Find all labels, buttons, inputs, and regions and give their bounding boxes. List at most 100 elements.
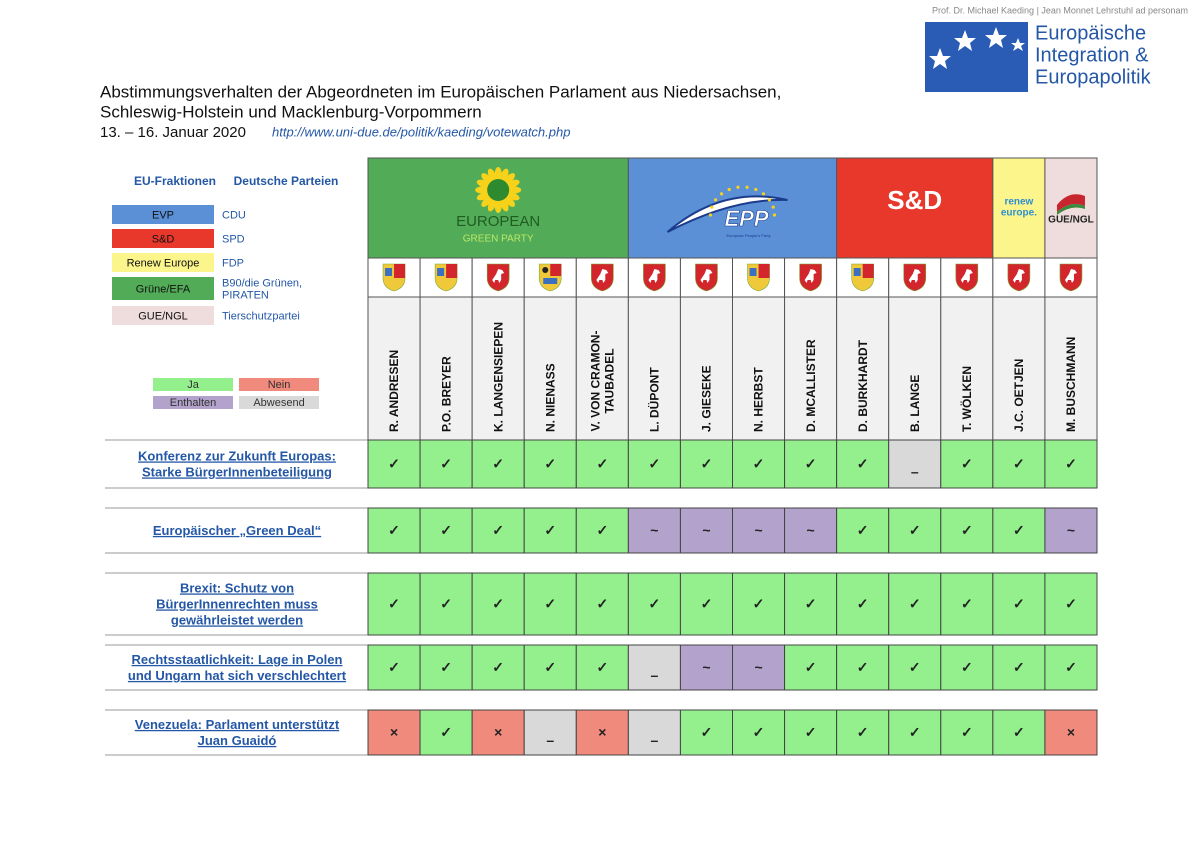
vote-symbol: – xyxy=(546,732,554,748)
vote-cell xyxy=(367,709,421,756)
vote-cell xyxy=(367,644,421,691)
legend-swatch xyxy=(112,306,214,325)
vote-symbol: ✓ xyxy=(961,596,973,612)
vote-symbol: – xyxy=(911,464,919,480)
vote-symbol: ~ xyxy=(702,522,710,538)
epp-star xyxy=(745,185,749,189)
topic-label: Venezuela: Parlament unterstützt xyxy=(135,717,340,732)
sunflower-petal xyxy=(507,186,522,194)
vote-cell xyxy=(523,644,577,691)
vote-symbol: × xyxy=(494,724,502,740)
vote-symbol: ✓ xyxy=(440,659,452,675)
vote-cell xyxy=(784,709,838,756)
vote-cell xyxy=(367,507,421,554)
vote-symbol: ✓ xyxy=(909,659,921,675)
sunflower-petal xyxy=(481,195,493,207)
vote-cell xyxy=(732,644,786,691)
vote-cell xyxy=(992,709,1046,756)
legend-heading: Deutsche Parteien xyxy=(234,174,339,188)
group-sublabel: European People's Party xyxy=(726,233,770,238)
group-label: GREEN PARTY xyxy=(463,234,534,245)
vote-cell xyxy=(732,572,786,636)
vote-symbol: ✓ xyxy=(492,456,504,472)
vote-symbol: ✓ xyxy=(701,724,713,740)
gue-flag xyxy=(1056,194,1085,212)
title-line: Abstimmungsverhalten der Abgeordneten im… xyxy=(100,82,781,101)
sunflower-petal xyxy=(503,195,516,207)
vote-cell xyxy=(940,439,994,489)
vote-symbol: ✓ xyxy=(1013,456,1025,472)
crest-horse xyxy=(1012,269,1025,283)
crest-horse xyxy=(596,269,609,283)
name-cell xyxy=(679,296,734,441)
crest-horse xyxy=(492,269,505,283)
vote-cell xyxy=(940,507,994,554)
legend-party: SPD xyxy=(222,233,245,245)
crest-part xyxy=(749,268,757,276)
vote-symbol: ✓ xyxy=(805,659,817,675)
epp-star xyxy=(772,213,777,217)
vote-symbol: ✓ xyxy=(701,596,713,612)
vote-symbol: ✓ xyxy=(961,522,973,538)
vote-symbol: ✓ xyxy=(544,596,556,612)
member-name: L. DÜPONT xyxy=(647,367,662,432)
legend-party: Tierschutzpartei xyxy=(222,310,300,322)
vote-symbol: ✓ xyxy=(649,596,661,612)
crest-part xyxy=(542,267,549,273)
vote-symbol: ✓ xyxy=(961,659,973,675)
crest-part xyxy=(543,278,558,284)
vote-symbol: × xyxy=(1067,724,1075,740)
logo-text: Europäische xyxy=(1035,22,1146,44)
name-cell xyxy=(940,296,994,441)
sunflower-petal xyxy=(494,199,502,213)
vote-cell xyxy=(888,572,942,636)
vote-cell xyxy=(575,709,629,756)
vote-cell xyxy=(836,709,890,756)
vote-symbol: ✓ xyxy=(1065,659,1077,675)
vote-symbol: ✓ xyxy=(753,456,765,472)
epp-star xyxy=(719,192,724,196)
vote-symbol: ✓ xyxy=(440,522,452,538)
vote-symbol: ✓ xyxy=(388,659,400,675)
vote-cell xyxy=(732,439,786,489)
member-name: N. HERBST xyxy=(752,367,766,432)
vote-symbol: – xyxy=(650,667,658,683)
vote-cell xyxy=(419,709,473,756)
epp-star xyxy=(767,198,772,202)
legend-swatch xyxy=(112,277,214,300)
key-swatch xyxy=(153,396,233,409)
member-name: N. NIENASS xyxy=(543,363,557,432)
vote-cell xyxy=(1044,507,1098,554)
vote-cell xyxy=(836,439,890,489)
name-cell xyxy=(1044,296,1098,441)
vote-symbol: ✓ xyxy=(440,456,452,472)
vote-cell xyxy=(940,709,994,756)
vote-symbol: ✓ xyxy=(1013,596,1025,612)
member-name: J.C. OETJEN xyxy=(1012,359,1026,432)
topic-label: Brexit: Schutz von xyxy=(180,580,294,595)
crest-part xyxy=(550,264,562,276)
vote-symbol: ~ xyxy=(1067,522,1075,538)
legend-group: S&D xyxy=(152,233,175,245)
vote-cell xyxy=(888,439,942,489)
vote-symbol: ✓ xyxy=(1013,522,1025,538)
topic-label: Europäischer „Green Deal“ xyxy=(153,523,321,538)
vote-symbol: ✓ xyxy=(701,456,713,472)
crest-horse xyxy=(648,269,661,283)
name-cell xyxy=(888,296,942,441)
vote-symbol: ✓ xyxy=(805,596,817,612)
vote-symbol: ~ xyxy=(650,522,658,538)
topic-label: Rechtsstaatlichkeit: Lage in Polen xyxy=(132,652,343,667)
vote-symbol: ✓ xyxy=(857,522,869,538)
title-link[interactable]: http://www.uni-due.de/politik/kaeding/vo… xyxy=(272,124,570,139)
vote-cell xyxy=(784,644,838,691)
gue-flag-green xyxy=(1056,204,1085,215)
vote-symbol: ✓ xyxy=(857,456,869,472)
logo-text: Europapolitik xyxy=(1035,66,1152,88)
legend-party: CDU xyxy=(222,209,246,221)
member-name: M. BUSCHMANN xyxy=(1064,337,1078,432)
vote-symbol: ✓ xyxy=(857,724,869,740)
legend-group: GUE/NGL xyxy=(138,310,188,322)
vote-cell xyxy=(679,572,734,636)
